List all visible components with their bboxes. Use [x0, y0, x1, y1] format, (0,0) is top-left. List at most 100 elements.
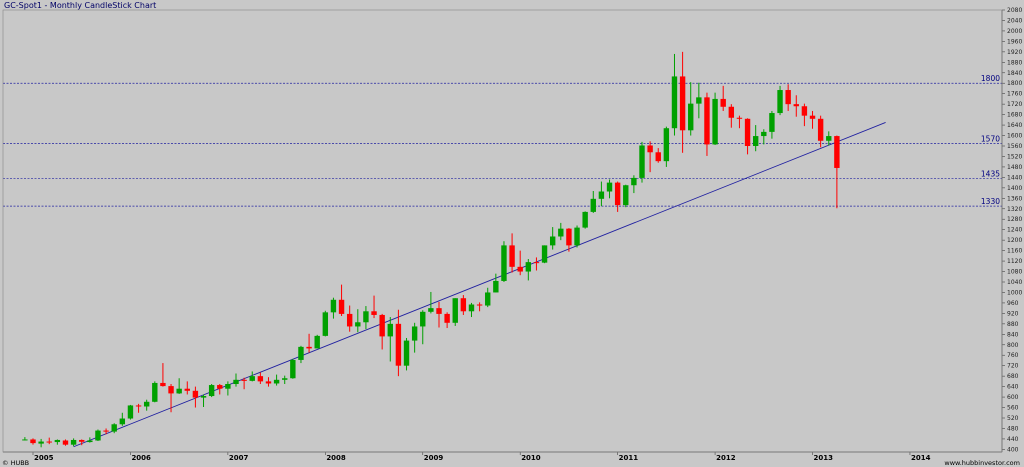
candle — [606, 179, 613, 199]
candle-body — [809, 115, 816, 119]
candle — [785, 84, 791, 111]
candle — [517, 250, 523, 276]
candle-body — [566, 228, 572, 246]
candle — [460, 295, 467, 315]
candle-body — [160, 382, 166, 387]
candle-body — [168, 386, 174, 394]
x-tick-label: 2007 — [229, 454, 249, 462]
candle — [639, 141, 645, 183]
candle — [282, 375, 288, 384]
candle — [371, 295, 377, 319]
y-tick-label: 1920 — [1007, 49, 1022, 56]
candle — [217, 384, 223, 395]
candle-body — [282, 378, 288, 380]
candle — [403, 337, 410, 371]
candle-body — [679, 76, 686, 131]
candle-body — [306, 346, 312, 349]
candle — [87, 437, 93, 443]
candle — [79, 439, 85, 446]
horizontal-levels: 1800 1570 1435 1330 — [3, 74, 1002, 207]
y-tick-label: 720 — [1007, 363, 1019, 370]
candle — [363, 306, 369, 330]
candle-body — [509, 245, 515, 267]
copyright-label: © HUBB — [2, 459, 29, 467]
candle — [809, 110, 816, 129]
candle — [70, 438, 77, 447]
candle-body — [192, 390, 199, 398]
x-tick-label: 2011 — [619, 454, 639, 462]
candle-body — [233, 379, 239, 384]
candle — [160, 363, 166, 387]
y-tick-label: 480 — [1007, 425, 1019, 432]
candle — [647, 141, 653, 173]
candle-body — [558, 228, 564, 237]
candle-body — [103, 430, 109, 432]
candle — [728, 104, 735, 128]
candle — [119, 412, 126, 426]
y-tick-label: 880 — [1007, 321, 1019, 328]
level-label: 1570 — [981, 134, 1000, 143]
candle — [46, 437, 52, 445]
y-tick-label: 680 — [1007, 373, 1019, 380]
y-tick-label: 840 — [1007, 331, 1019, 338]
candle-body — [598, 191, 605, 199]
candle — [249, 371, 255, 382]
candle-body — [22, 439, 28, 441]
y-tick-label: 1520 — [1007, 153, 1022, 160]
candle-body — [38, 441, 44, 444]
candle — [62, 439, 69, 446]
candle-body — [671, 76, 678, 129]
candle-body — [298, 346, 304, 360]
y-tick-label: 1880 — [1007, 59, 1022, 66]
candle-body — [793, 104, 799, 107]
candle — [834, 135, 840, 209]
candle-body — [403, 340, 410, 366]
candle-body — [379, 314, 385, 337]
candle — [525, 258, 532, 281]
y-tick-label: 1000 — [1007, 289, 1022, 296]
candle-body — [655, 152, 661, 162]
candle-body — [696, 97, 702, 104]
candle — [736, 115, 743, 129]
candle-body — [590, 198, 596, 212]
candle — [233, 373, 239, 387]
candle-body — [712, 98, 718, 145]
candle — [111, 423, 117, 434]
candle-body — [468, 304, 475, 312]
candle-body — [549, 236, 556, 246]
candle-body — [444, 313, 450, 323]
candle — [322, 310, 329, 337]
candle — [387, 317, 393, 362]
candle-body — [363, 311, 369, 323]
y-tick-label: 1360 — [1007, 195, 1022, 202]
candle — [777, 85, 783, 116]
candle — [696, 82, 702, 119]
candle — [22, 437, 28, 441]
candle — [688, 82, 694, 136]
candle-body — [119, 418, 126, 425]
candle — [752, 125, 759, 152]
candle — [273, 374, 280, 386]
candle — [582, 211, 588, 229]
candle — [590, 190, 596, 213]
y-tick-label: 800 — [1007, 342, 1019, 349]
candle-body — [834, 136, 840, 168]
candle — [225, 381, 231, 396]
candle-body — [87, 440, 93, 443]
candle — [38, 438, 44, 448]
level-label: 1330 — [981, 197, 1000, 206]
candle — [338, 284, 345, 316]
candle-body — [330, 299, 337, 313]
candle-body — [761, 131, 767, 137]
candle-body — [688, 103, 694, 131]
candle — [598, 181, 605, 207]
y-tick-label: 640 — [1007, 384, 1019, 391]
candle — [30, 438, 36, 445]
candle — [257, 372, 264, 384]
candle — [493, 273, 499, 293]
candle — [346, 305, 353, 332]
y-tick-label: 1040 — [1007, 279, 1022, 286]
y-tick-label: 2080 — [1007, 7, 1022, 14]
candle — [501, 241, 507, 282]
